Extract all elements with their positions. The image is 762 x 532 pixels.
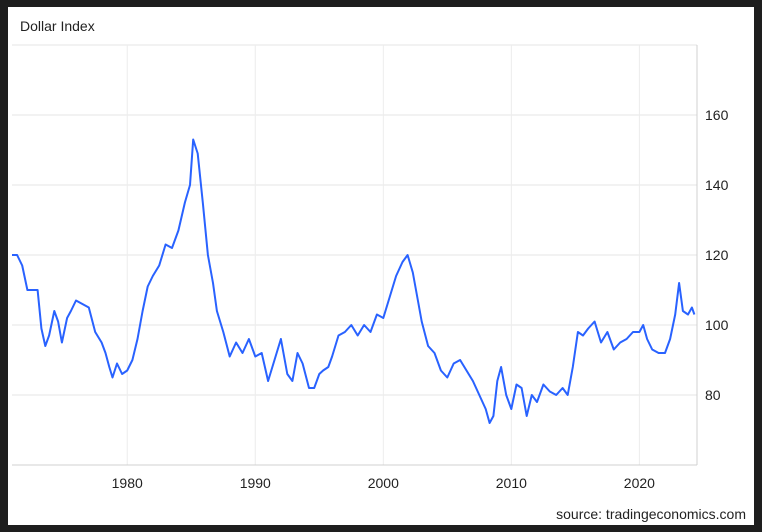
x-tick-label: 1980 — [112, 475, 143, 491]
source-credit: source: tradingeconomics.com — [556, 506, 746, 522]
y-tick-label: 100 — [705, 317, 729, 333]
y-tick-label: 160 — [705, 107, 729, 123]
tick-labels: 80 100 120 140 160 1980 1990 2000 2010 2020 — [112, 107, 729, 491]
chart-title: Dollar Index — [20, 18, 95, 34]
axes — [12, 45, 698, 466]
chart-plot: 80 100 120 140 160 1980 1990 2000 2010 2020 — [12, 44, 729, 491]
y-tick-label: 140 — [705, 177, 729, 193]
x-tick-label: 2020 — [624, 475, 655, 491]
y-tick-label: 80 — [705, 387, 721, 403]
x-tick-label: 1990 — [240, 475, 271, 491]
y-tick-label: 120 — [705, 247, 729, 263]
gridlines — [12, 44, 697, 465]
series-lines — [12, 138, 696, 424]
chart-frame: Dollar Index 80 100 120 140 160 1980 1990 2000 2… — [8, 7, 754, 525]
x-tick-label: 2000 — [368, 475, 399, 491]
x-tick-label: 2010 — [496, 475, 527, 491]
series-line — [12, 138, 696, 424]
